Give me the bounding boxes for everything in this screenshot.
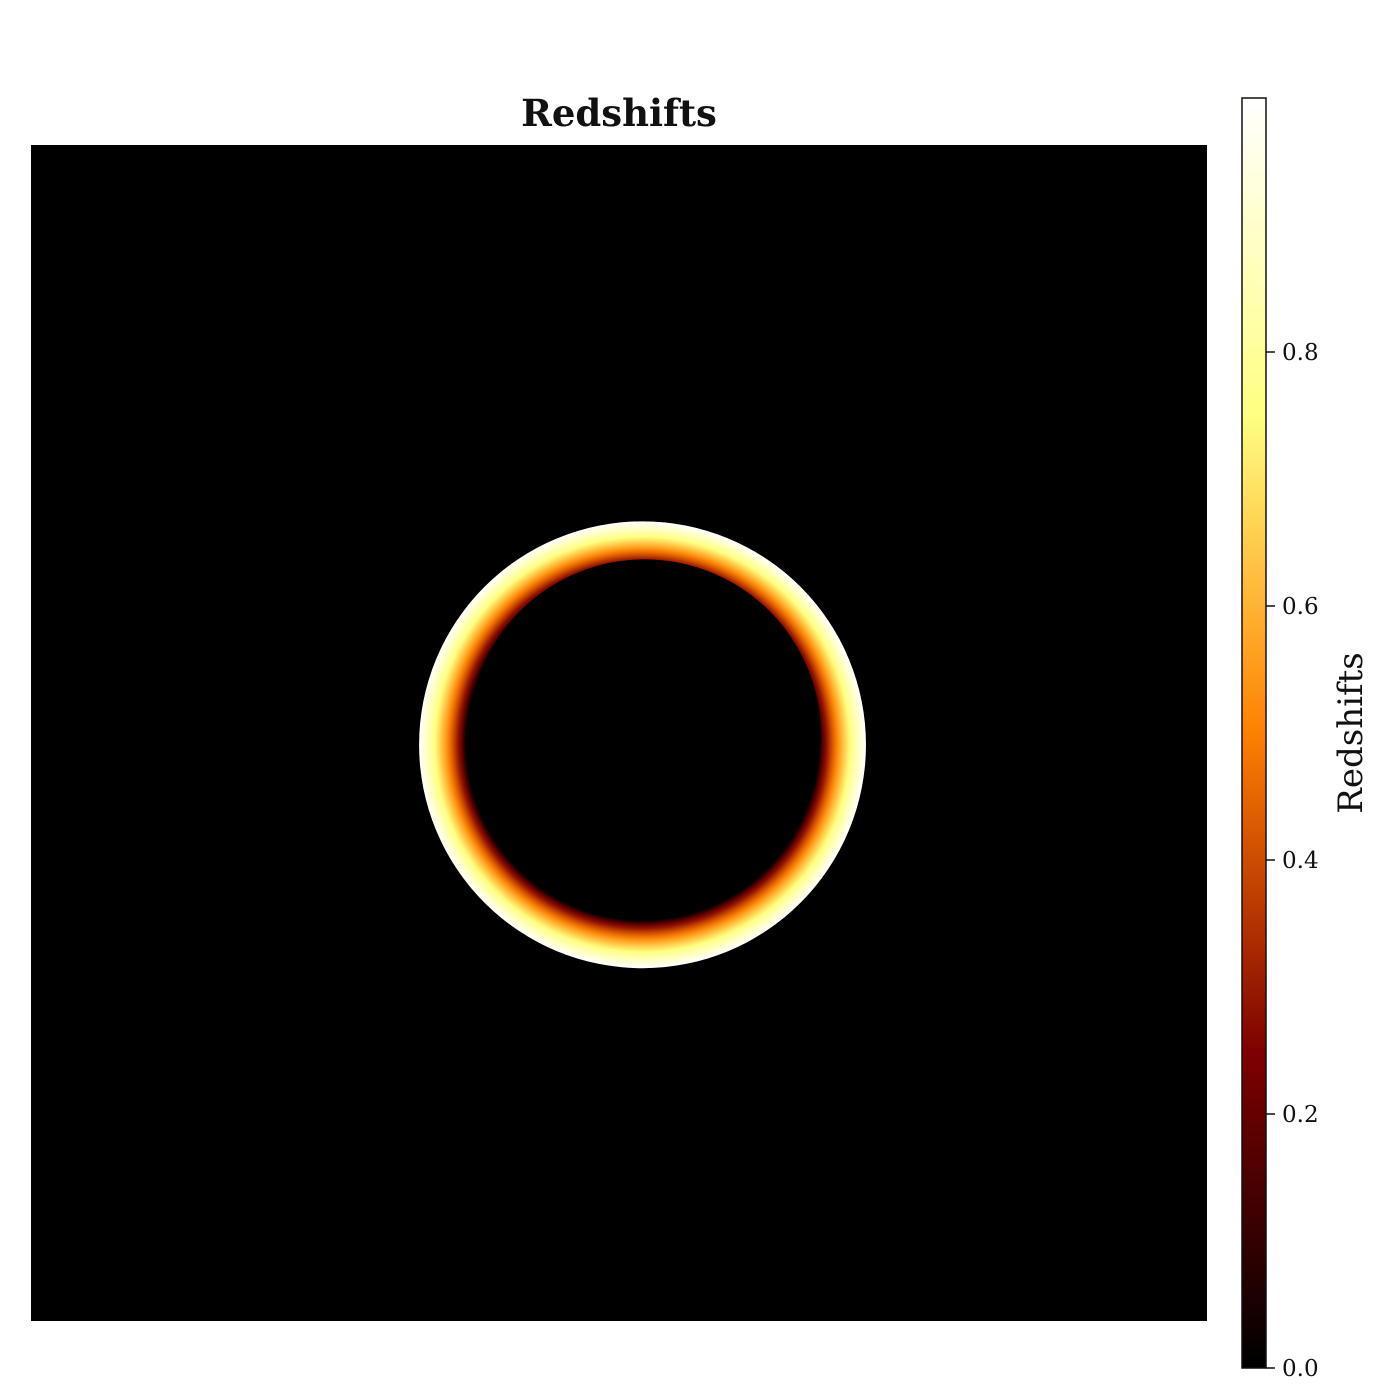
colorbar-tick-label: 0.8 (1282, 340, 1319, 366)
colorbar-tick-label: 0.2 (1282, 1102, 1319, 1128)
colorbar-bar (1241, 97, 1267, 1369)
colorbar-ticks: 0.0 0.2 0.4 0.6 0.8 (1266, 340, 1319, 1382)
heatmap-image (31, 145, 1207, 1321)
colorbar: 0.0 0.2 0.4 0.6 0.8 Redshifts (1241, 97, 1371, 1382)
colorbar-tick-label: 0.0 (1282, 1356, 1319, 1382)
colorbar-tick-label: 0.6 (1282, 594, 1319, 620)
colorbar-label: Redshifts (1331, 652, 1371, 813)
chart-title: Redshifts (521, 91, 717, 135)
ring-inner-shadow (468, 559, 822, 913)
colorbar-tick-label: 0.4 (1282, 848, 1319, 874)
